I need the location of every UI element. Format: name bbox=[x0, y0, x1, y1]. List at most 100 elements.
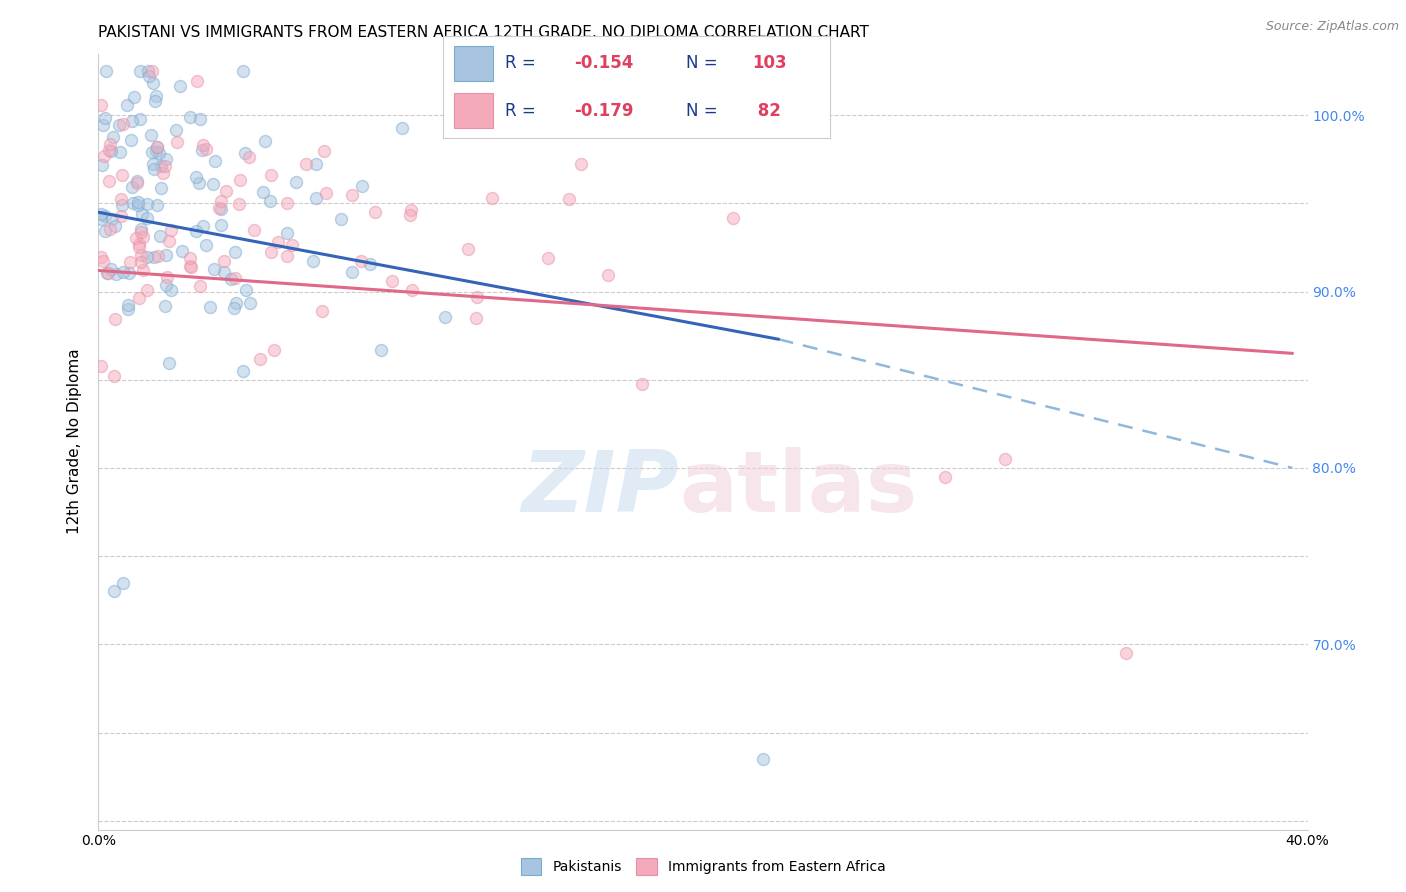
Point bbox=[110, 209, 132, 223]
Point bbox=[131, 230, 153, 244]
Point bbox=[238, 150, 260, 164]
Point bbox=[128, 291, 150, 305]
Point bbox=[104, 311, 127, 326]
Point bbox=[136, 64, 159, 78]
Point bbox=[934, 470, 956, 484]
Point bbox=[108, 145, 131, 159]
Point bbox=[120, 255, 142, 269]
Point bbox=[146, 197, 169, 211]
Point bbox=[136, 211, 159, 226]
Point bbox=[398, 208, 420, 222]
Point bbox=[350, 253, 373, 268]
Point bbox=[239, 296, 262, 310]
Point bbox=[457, 242, 479, 256]
Point bbox=[222, 301, 245, 315]
Point bbox=[252, 186, 274, 200]
Text: -0.154: -0.154 bbox=[575, 54, 634, 72]
Point bbox=[150, 159, 173, 173]
Point bbox=[190, 143, 212, 157]
Point bbox=[129, 254, 152, 268]
Point bbox=[90, 207, 112, 221]
Point bbox=[90, 98, 112, 112]
Point bbox=[249, 351, 271, 366]
Point bbox=[139, 128, 162, 142]
Point bbox=[179, 251, 201, 265]
Point bbox=[157, 356, 180, 370]
Point bbox=[127, 194, 149, 209]
Point bbox=[142, 76, 165, 90]
Point bbox=[631, 377, 654, 392]
Point bbox=[90, 250, 112, 264]
Text: atlas: atlas bbox=[679, 447, 917, 530]
Point bbox=[141, 145, 163, 159]
Point bbox=[145, 89, 167, 103]
Point bbox=[281, 237, 304, 252]
Point bbox=[537, 252, 560, 266]
Point bbox=[214, 184, 236, 198]
Point bbox=[259, 194, 281, 208]
Point bbox=[219, 272, 242, 286]
Point bbox=[190, 279, 212, 293]
Point bbox=[121, 195, 143, 210]
Point bbox=[401, 283, 423, 297]
Point bbox=[305, 157, 328, 171]
Point bbox=[90, 359, 112, 373]
Point bbox=[146, 249, 169, 263]
Point bbox=[122, 90, 145, 104]
Legend: Pakistanis, Immigrants from Eastern Africa: Pakistanis, Immigrants from Eastern Afri… bbox=[515, 853, 891, 880]
Point bbox=[305, 191, 328, 205]
Point bbox=[209, 218, 232, 232]
Text: R =: R = bbox=[505, 54, 541, 72]
Point bbox=[558, 192, 581, 206]
Point bbox=[254, 134, 277, 148]
FancyBboxPatch shape bbox=[454, 46, 494, 81]
Point bbox=[212, 254, 235, 268]
Point bbox=[111, 265, 134, 279]
Point bbox=[191, 137, 214, 152]
Point bbox=[142, 157, 165, 171]
Point bbox=[155, 152, 177, 166]
Point bbox=[229, 173, 252, 187]
Point bbox=[191, 219, 214, 233]
Point bbox=[129, 222, 152, 236]
Point bbox=[721, 211, 744, 225]
Point bbox=[276, 249, 298, 263]
Point bbox=[260, 245, 283, 260]
Point bbox=[155, 248, 177, 262]
Point bbox=[209, 202, 232, 216]
Point bbox=[350, 178, 373, 193]
Point bbox=[135, 197, 157, 211]
Point bbox=[179, 259, 201, 273]
Point bbox=[155, 299, 177, 313]
Point bbox=[209, 194, 232, 208]
Text: -0.179: -0.179 bbox=[575, 102, 634, 120]
Point bbox=[569, 156, 592, 170]
Point bbox=[598, 268, 620, 282]
Point bbox=[364, 205, 387, 219]
Point bbox=[156, 270, 179, 285]
Point bbox=[169, 79, 191, 94]
Point bbox=[98, 222, 121, 236]
Point bbox=[152, 166, 174, 180]
Point bbox=[98, 136, 121, 151]
Point bbox=[267, 235, 290, 249]
Point bbox=[93, 209, 115, 223]
Point bbox=[118, 266, 141, 280]
Point bbox=[155, 160, 177, 174]
Point bbox=[132, 263, 155, 277]
Point bbox=[127, 176, 149, 190]
Point bbox=[381, 274, 404, 288]
Point bbox=[224, 244, 246, 259]
Point bbox=[143, 162, 166, 177]
Point bbox=[148, 145, 170, 160]
Point bbox=[195, 143, 218, 157]
Point bbox=[146, 140, 169, 154]
Y-axis label: 12th Grade, No Diploma: 12th Grade, No Diploma bbox=[67, 349, 83, 534]
Point bbox=[276, 226, 298, 240]
Point bbox=[228, 197, 250, 211]
Point bbox=[225, 295, 247, 310]
Point bbox=[263, 343, 285, 358]
Point bbox=[179, 110, 201, 124]
Point bbox=[195, 237, 218, 252]
Point bbox=[103, 584, 125, 599]
